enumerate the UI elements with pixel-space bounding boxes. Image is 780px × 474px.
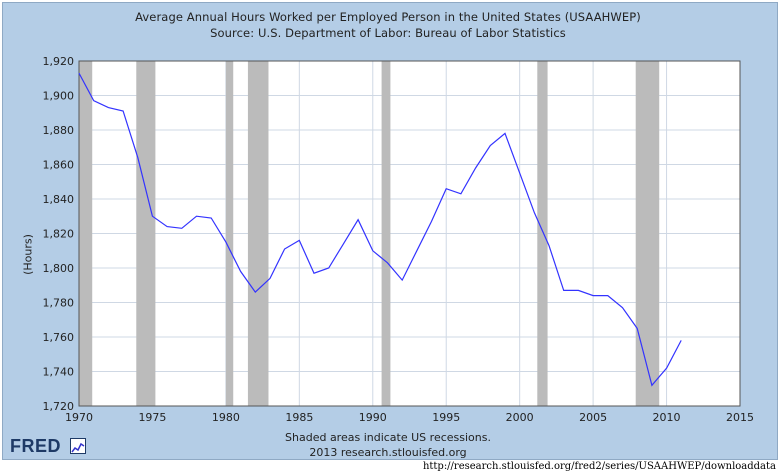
y-tick-label: 1,760 — [43, 331, 75, 344]
y-tick-label: 1,860 — [43, 159, 75, 172]
chart-title: Average Annual Hours Worked per Employed… — [135, 10, 641, 24]
x-tick-label: 1985 — [285, 411, 313, 424]
y-tick-label: 1,800 — [43, 262, 75, 275]
y-tick-label: 1,900 — [43, 90, 75, 103]
recession-note: Shaded areas indicate US recessions. — [285, 431, 491, 444]
x-tick-label: 1980 — [212, 411, 240, 424]
y-tick-label: 1,920 — [43, 55, 75, 68]
y-tick-label: 1,780 — [43, 297, 75, 310]
x-tick-label: 2000 — [506, 411, 534, 424]
x-tick-label: 1990 — [359, 411, 387, 424]
fred-logo[interactable]: FRED — [10, 436, 61, 456]
x-tick-label: 1995 — [432, 411, 460, 424]
recession-band — [79, 61, 93, 406]
credit-text: 2013 research.stlouisfed.org — [309, 446, 467, 459]
series-line — [78, 72, 682, 387]
recession-band — [136, 61, 156, 406]
x-tick-label: 2015 — [726, 411, 754, 424]
recession-band — [381, 61, 391, 406]
x-tick-label: 1975 — [138, 411, 166, 424]
y-tick-label: 1,880 — [43, 124, 75, 137]
recession-band — [537, 61, 548, 406]
download-url[interactable]: http://research.stlouisfed.org/fred2/ser… — [422, 461, 776, 472]
y-tick-label: 1,740 — [43, 366, 75, 379]
chart-subtitle: Source: U.S. Department of Labor: Bureau… — [210, 26, 566, 40]
fred-logo-graph-icon — [70, 438, 86, 454]
y-tick-label: 1,720 — [43, 400, 75, 413]
x-tick-label: 2005 — [579, 411, 607, 424]
y-tick-label: 1,840 — [43, 193, 75, 206]
plot-border — [78, 60, 741, 407]
recession-band — [247, 61, 269, 406]
x-tick-label: 2010 — [653, 411, 681, 424]
x-tick-label: 1970 — [65, 411, 93, 424]
recession-band — [635, 61, 660, 406]
y-tick-label: 1,820 — [43, 228, 75, 241]
recession-band — [225, 61, 234, 406]
